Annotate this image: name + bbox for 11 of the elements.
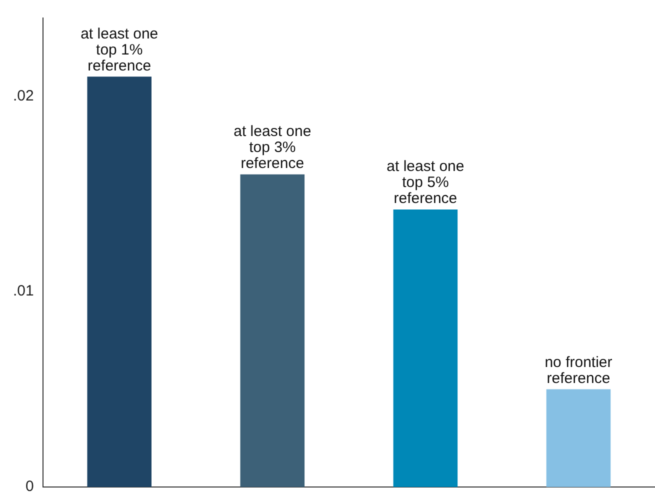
bar — [87, 76, 152, 487]
y-tick-label: .02 — [12, 87, 34, 104]
x-tick-label: at least one top 3% reference — [234, 122, 312, 172]
y-tick-label: 0 — [26, 478, 34, 496]
bar — [393, 210, 458, 487]
bar — [240, 174, 305, 487]
y-tick-label: .01 — [12, 282, 34, 300]
x-tick-label: at least one top 5% reference — [386, 158, 464, 208]
x-tick-label: no frontier reference — [544, 354, 612, 387]
x-tick-label: at least one top 1% reference — [80, 25, 158, 74]
bar — [546, 389, 611, 487]
